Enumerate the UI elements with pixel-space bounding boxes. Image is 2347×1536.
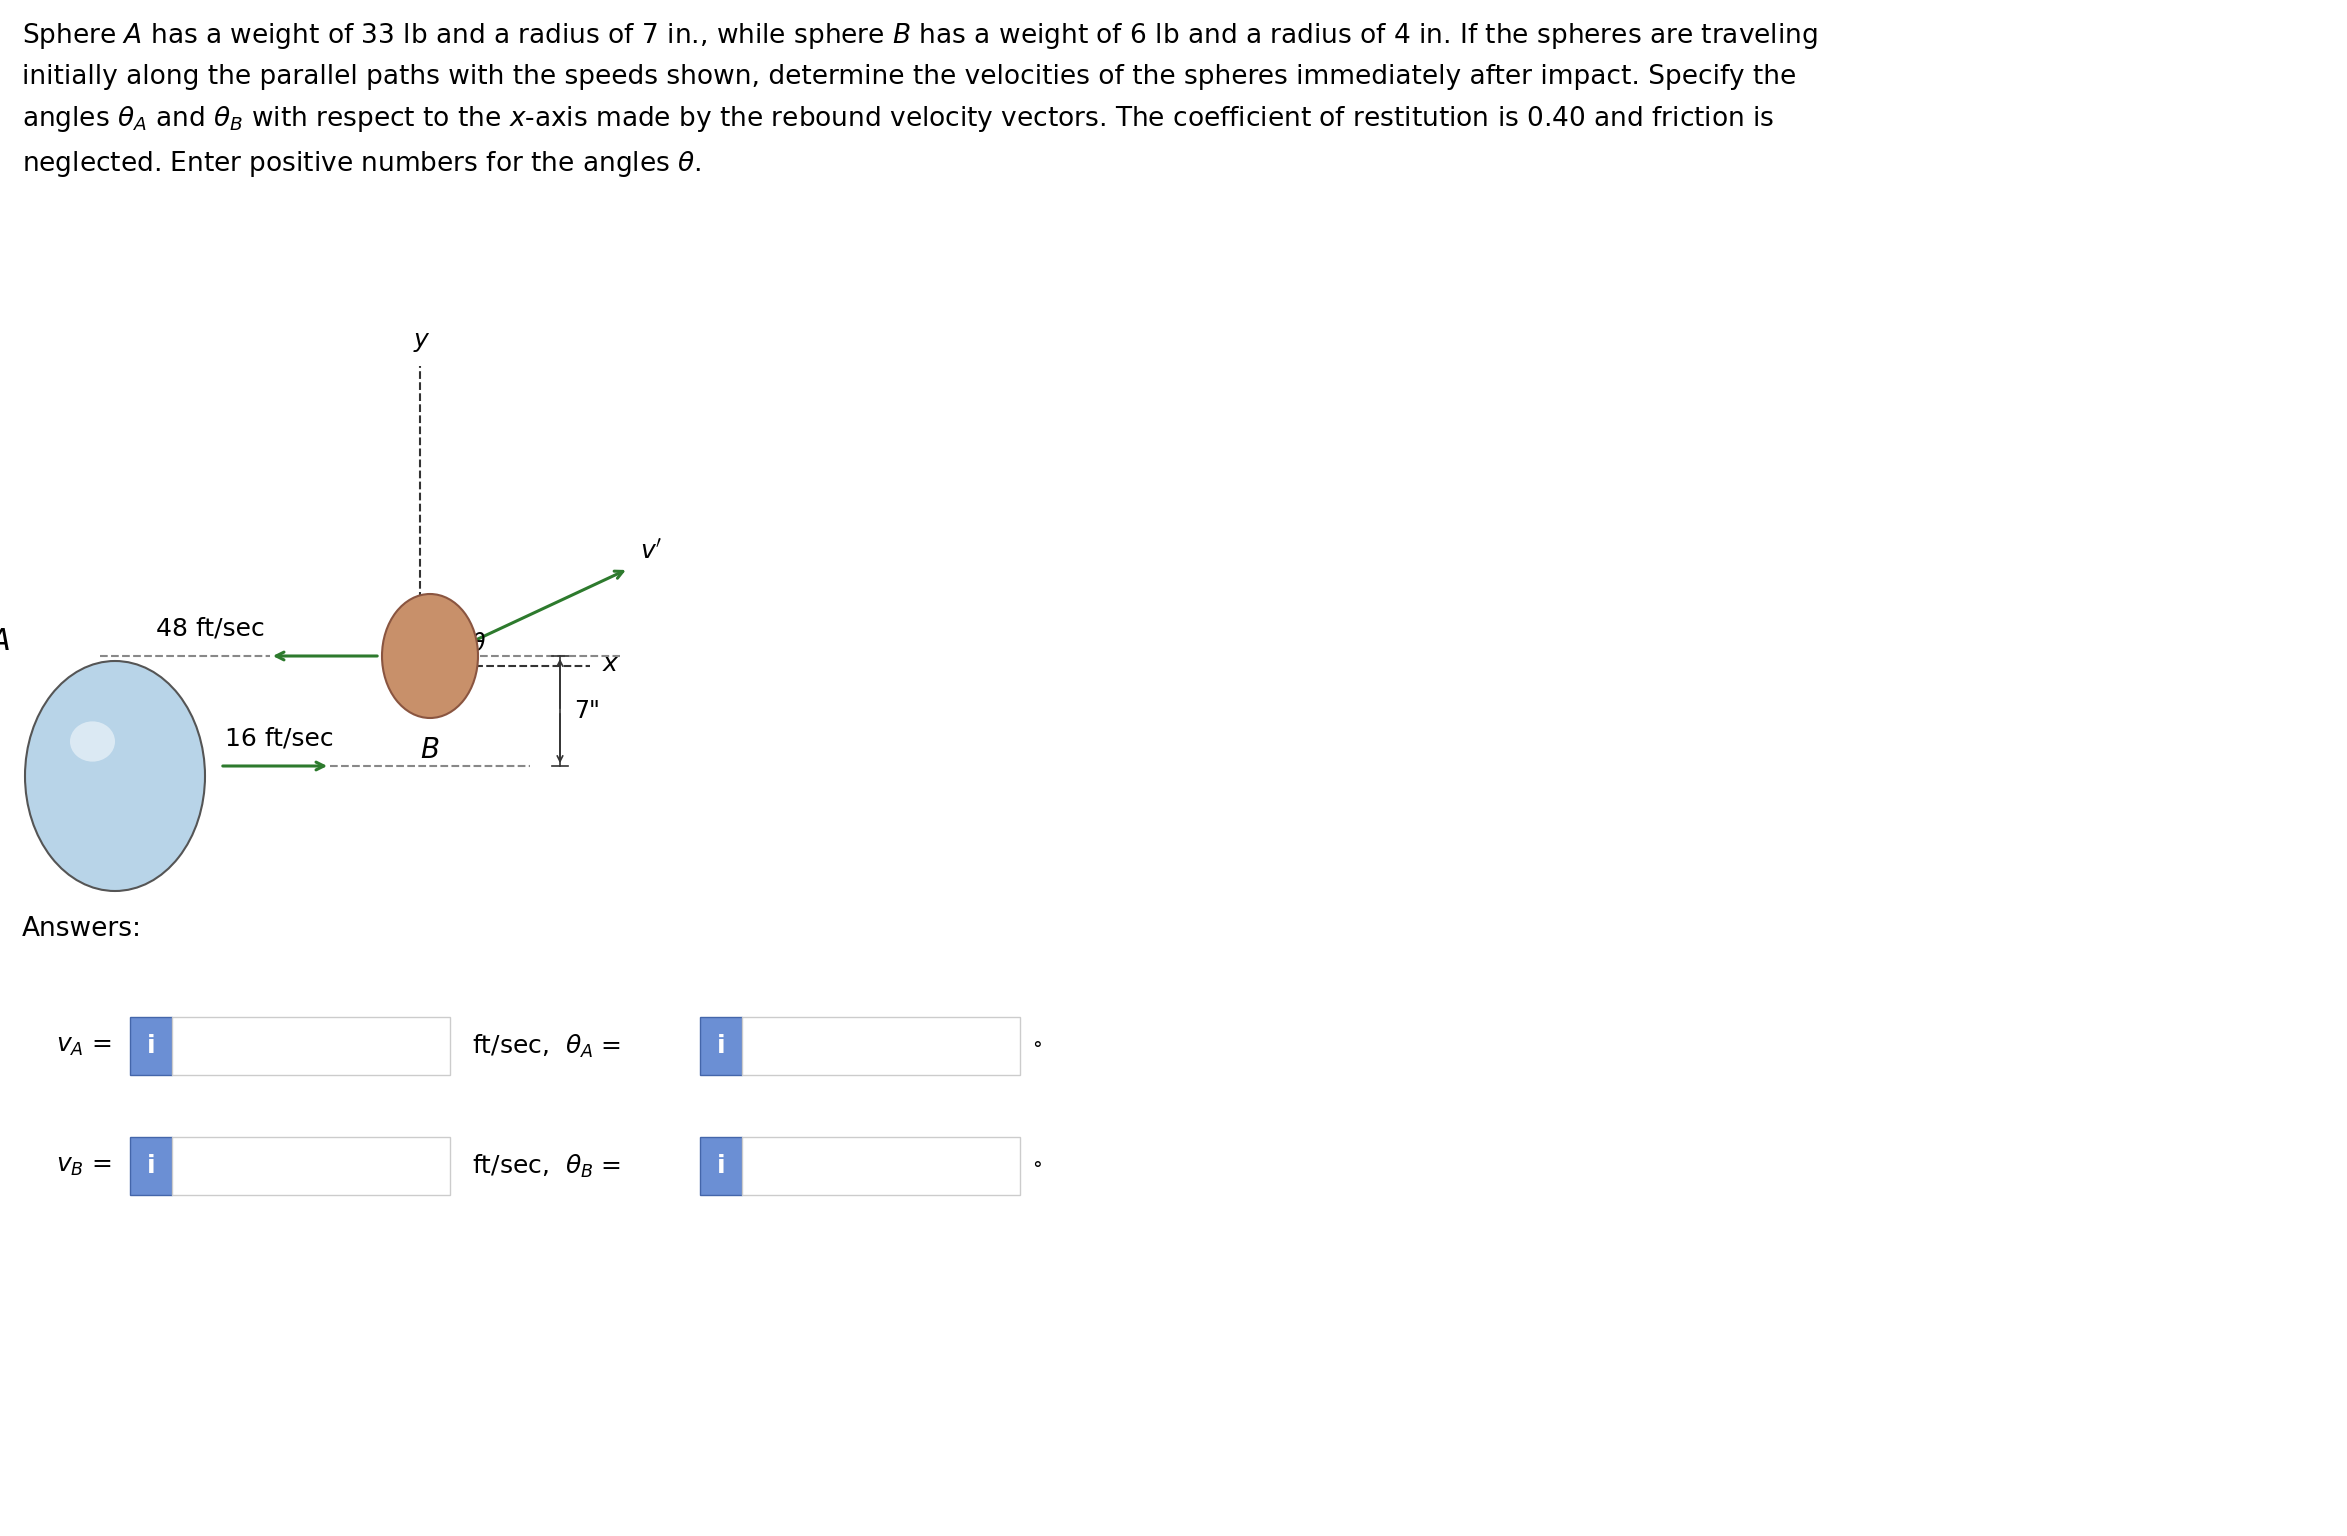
Text: i: i <box>716 1034 725 1058</box>
FancyBboxPatch shape <box>129 1137 171 1195</box>
Text: $v_A$ =: $v_A$ = <box>56 1034 113 1058</box>
Ellipse shape <box>33 670 197 882</box>
Text: $y$: $y$ <box>413 330 432 353</box>
Text: 7": 7" <box>575 699 601 723</box>
Ellipse shape <box>383 594 479 717</box>
Ellipse shape <box>54 699 176 854</box>
Ellipse shape <box>99 756 131 797</box>
FancyBboxPatch shape <box>699 1017 742 1075</box>
FancyBboxPatch shape <box>699 1137 742 1195</box>
FancyBboxPatch shape <box>129 1017 171 1075</box>
Ellipse shape <box>92 745 138 806</box>
Text: °: ° <box>1033 1160 1042 1180</box>
Text: ft/sec,  $\theta_B$ =: ft/sec, $\theta_B$ = <box>472 1152 622 1180</box>
FancyBboxPatch shape <box>742 1137 1021 1195</box>
Text: Sphere $\it{A}$ has a weight of 33 lb and a radius of 7 in., while sphere $\it{B: Sphere $\it{A}$ has a weight of 33 lb an… <box>21 22 1817 178</box>
Text: Answers:: Answers: <box>21 915 143 942</box>
Ellipse shape <box>106 765 124 788</box>
Ellipse shape <box>26 660 204 891</box>
Ellipse shape <box>26 660 204 891</box>
Text: i: i <box>146 1154 155 1178</box>
FancyBboxPatch shape <box>171 1017 451 1075</box>
FancyBboxPatch shape <box>171 1137 451 1195</box>
Text: $v'$: $v'$ <box>641 539 662 564</box>
Ellipse shape <box>40 680 190 872</box>
Ellipse shape <box>84 736 146 816</box>
Text: $A$: $A$ <box>0 627 9 656</box>
Text: $x$: $x$ <box>601 651 620 676</box>
Text: $v_B$ =: $v_B$ = <box>56 1154 113 1178</box>
Text: i: i <box>146 1034 155 1058</box>
Ellipse shape <box>70 722 115 762</box>
Ellipse shape <box>68 717 162 834</box>
Ellipse shape <box>61 708 169 843</box>
Text: $B$: $B$ <box>420 736 439 763</box>
Text: $\theta$: $\theta$ <box>469 631 486 656</box>
Ellipse shape <box>77 727 153 825</box>
Text: i: i <box>716 1154 725 1178</box>
Ellipse shape <box>47 690 183 863</box>
Text: 48 ft/sec: 48 ft/sec <box>157 616 265 641</box>
Text: °: ° <box>1033 1040 1042 1060</box>
FancyBboxPatch shape <box>742 1017 1021 1075</box>
Text: ft/sec,  $\theta_A$ =: ft/sec, $\theta_A$ = <box>472 1032 622 1060</box>
Text: 16 ft/sec: 16 ft/sec <box>225 727 333 750</box>
